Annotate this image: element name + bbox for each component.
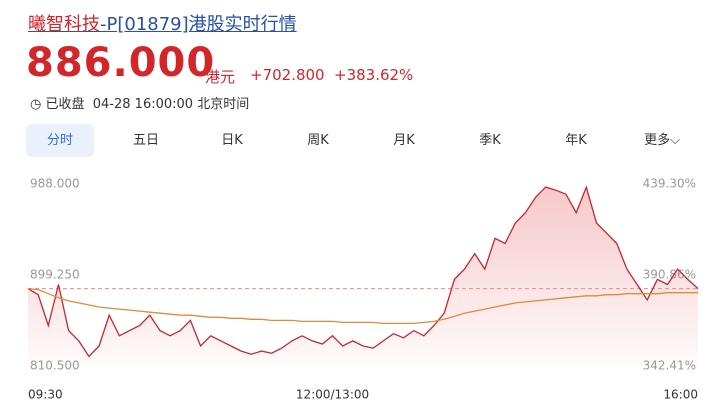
average-line xyxy=(27,287,698,325)
tab[interactable]: 周K xyxy=(307,133,329,148)
currency: 港元 xyxy=(205,68,236,86)
tab[interactable]: 月K xyxy=(393,133,415,148)
y-tick-label: 988.000 xyxy=(30,177,80,191)
tab[interactable]: 年K xyxy=(565,133,587,148)
change-pct: +383.62% xyxy=(334,66,414,84)
x-tick-label: 16:00 xyxy=(663,388,698,402)
tab[interactable]: 更多⌵ xyxy=(644,133,680,148)
price: 886.000 xyxy=(26,40,216,86)
price-area xyxy=(28,187,698,366)
price-line xyxy=(27,185,699,358)
y-tick-label: 899.250 xyxy=(30,268,80,282)
x-tick-label: 09:30 xyxy=(28,388,63,402)
change: +702.800 xyxy=(250,66,325,84)
tab[interactable]: 分时 xyxy=(26,124,94,157)
status: 已收盘 xyxy=(45,97,85,112)
tab[interactable]: 五日 xyxy=(132,133,159,148)
y2-tick-label: 439.30% xyxy=(643,177,696,191)
tab[interactable]: 日K xyxy=(221,133,243,148)
title-rest: -P[01879]港股实时行情 xyxy=(100,14,297,35)
stock-name: 曦智科技 xyxy=(28,14,100,35)
page-title[interactable]: 曦智科技-P[01879]港股实时行情 xyxy=(28,10,297,36)
time: 04-28 16:00:00 北京时间 xyxy=(92,97,250,112)
x-tick-label: 12:00/13:00 xyxy=(296,388,369,402)
tab[interactable]: 季K xyxy=(479,133,501,148)
tabs: 分时 五日 日K 周K 月K 季K 年K 更多⌵ xyxy=(26,124,696,157)
market-status: ◷ 已收盘 04-28 16:00:00 北京时间 xyxy=(30,97,250,112)
